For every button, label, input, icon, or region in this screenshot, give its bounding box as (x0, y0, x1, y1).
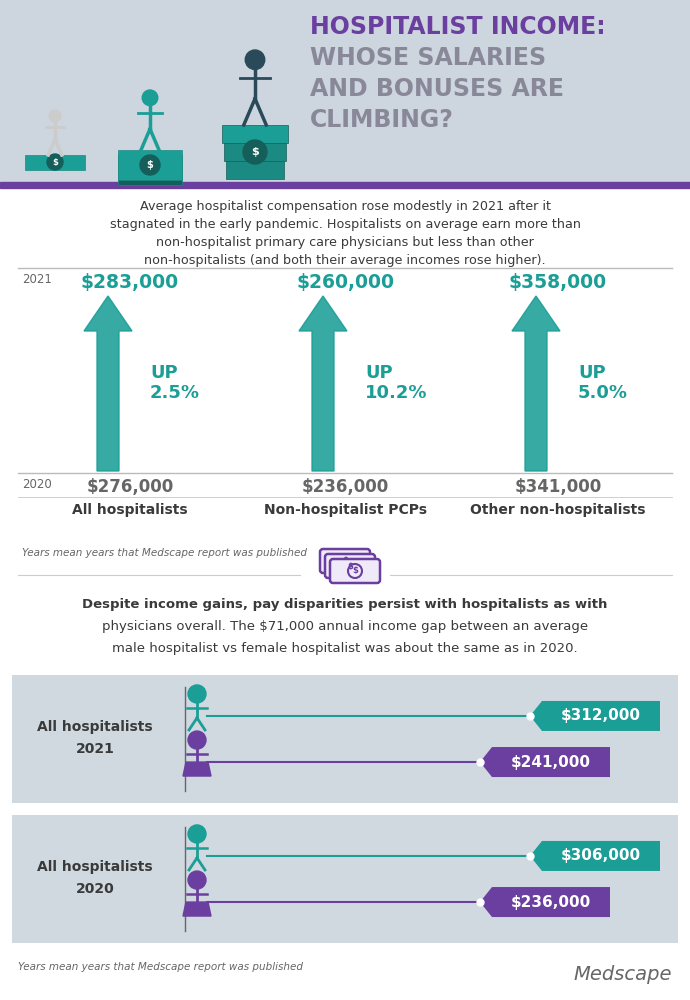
Text: 2021: 2021 (22, 273, 52, 286)
Circle shape (47, 154, 63, 170)
FancyArrow shape (299, 296, 347, 471)
Circle shape (140, 155, 160, 175)
Text: 5.0%: 5.0% (578, 384, 628, 402)
Bar (0, 0, 690, 182)
Text: 2020: 2020 (22, 478, 52, 491)
Text: physicians overall. The $71,000 annual income gap between an average: physicians overall. The $71,000 annual i… (102, 620, 588, 633)
Text: Medscape: Medscape (573, 964, 672, 984)
Bar (118, 155, 182, 185)
Text: AND BONUSES ARE: AND BONUSES ARE (310, 77, 564, 101)
Polygon shape (183, 902, 211, 916)
Text: UP: UP (150, 364, 177, 382)
Bar (25, 155, 85, 170)
Text: All hospitalists: All hospitalists (37, 720, 152, 734)
Text: $: $ (352, 566, 358, 576)
Text: Other non-hospitalists: Other non-hospitalists (471, 503, 646, 517)
Text: $: $ (146, 160, 153, 170)
FancyArrow shape (84, 296, 132, 471)
Text: $236,000: $236,000 (511, 895, 591, 910)
Bar (12, 675, 678, 803)
FancyBboxPatch shape (325, 554, 375, 578)
Circle shape (188, 731, 206, 749)
Circle shape (243, 140, 267, 164)
Text: $236,000: $236,000 (302, 478, 388, 496)
FancyArrow shape (512, 296, 560, 471)
Text: Non-hospitalist PCPs: Non-hospitalist PCPs (264, 503, 426, 517)
Circle shape (49, 110, 61, 122)
Text: CLIMBING?: CLIMBING? (310, 108, 454, 132)
Text: $341,000: $341,000 (514, 478, 602, 496)
Text: HOSPITALIST INCOME:: HOSPITALIST INCOME: (310, 15, 606, 39)
Text: $358,000: $358,000 (509, 273, 607, 292)
Text: All hospitalists: All hospitalists (72, 503, 188, 517)
Text: $260,000: $260,000 (296, 273, 394, 292)
Circle shape (188, 685, 206, 703)
Polygon shape (183, 762, 211, 776)
Text: Average hospitalist compensation rose modestly in 2021 after it
stagnated in the: Average hospitalist compensation rose mo… (110, 200, 580, 267)
Bar (222, 125, 288, 143)
FancyBboxPatch shape (330, 559, 380, 583)
Text: $312,000: $312,000 (561, 708, 641, 723)
Bar (224, 143, 286, 161)
Text: $241,000: $241,000 (511, 755, 591, 770)
Text: All hospitalists: All hospitalists (37, 860, 152, 874)
Text: Years mean years that Medscape report was published: Years mean years that Medscape report wa… (22, 548, 307, 558)
Text: Despite income gains, pay disparities persist with hospitalists as with: Despite income gains, pay disparities pe… (82, 598, 608, 611)
Bar (0, 590, 690, 675)
Text: 2020: 2020 (76, 882, 115, 896)
Text: $: $ (52, 157, 58, 166)
Bar (0, 182, 690, 188)
Text: $: $ (347, 562, 353, 570)
FancyBboxPatch shape (320, 549, 370, 573)
Circle shape (245, 50, 265, 70)
Polygon shape (480, 887, 610, 917)
Text: $283,000: $283,000 (81, 273, 179, 292)
Text: $: $ (251, 147, 259, 157)
Text: UP: UP (365, 364, 393, 382)
Circle shape (188, 825, 206, 843)
Text: Years mean years that Medscape report was published: Years mean years that Medscape report wa… (18, 962, 303, 972)
Bar (0, 188, 690, 578)
Circle shape (142, 90, 158, 106)
Polygon shape (530, 701, 660, 731)
Bar (226, 161, 284, 179)
Circle shape (188, 871, 206, 889)
Text: $306,000: $306,000 (561, 848, 641, 863)
Text: $: $ (342, 556, 348, 566)
Bar (12, 815, 678, 943)
Text: WHOSE SALARIES: WHOSE SALARIES (310, 46, 546, 70)
Text: 10.2%: 10.2% (365, 384, 428, 402)
Text: 2.5%: 2.5% (150, 384, 200, 402)
Text: $276,000: $276,000 (86, 478, 174, 496)
Text: male hospitalist vs female hospitalist was about the same as in 2020.: male hospitalist vs female hospitalist w… (112, 642, 578, 655)
Bar (118, 150, 182, 180)
Polygon shape (480, 747, 610, 777)
Text: UP: UP (578, 364, 606, 382)
Text: 2021: 2021 (76, 742, 115, 756)
Polygon shape (530, 841, 660, 871)
